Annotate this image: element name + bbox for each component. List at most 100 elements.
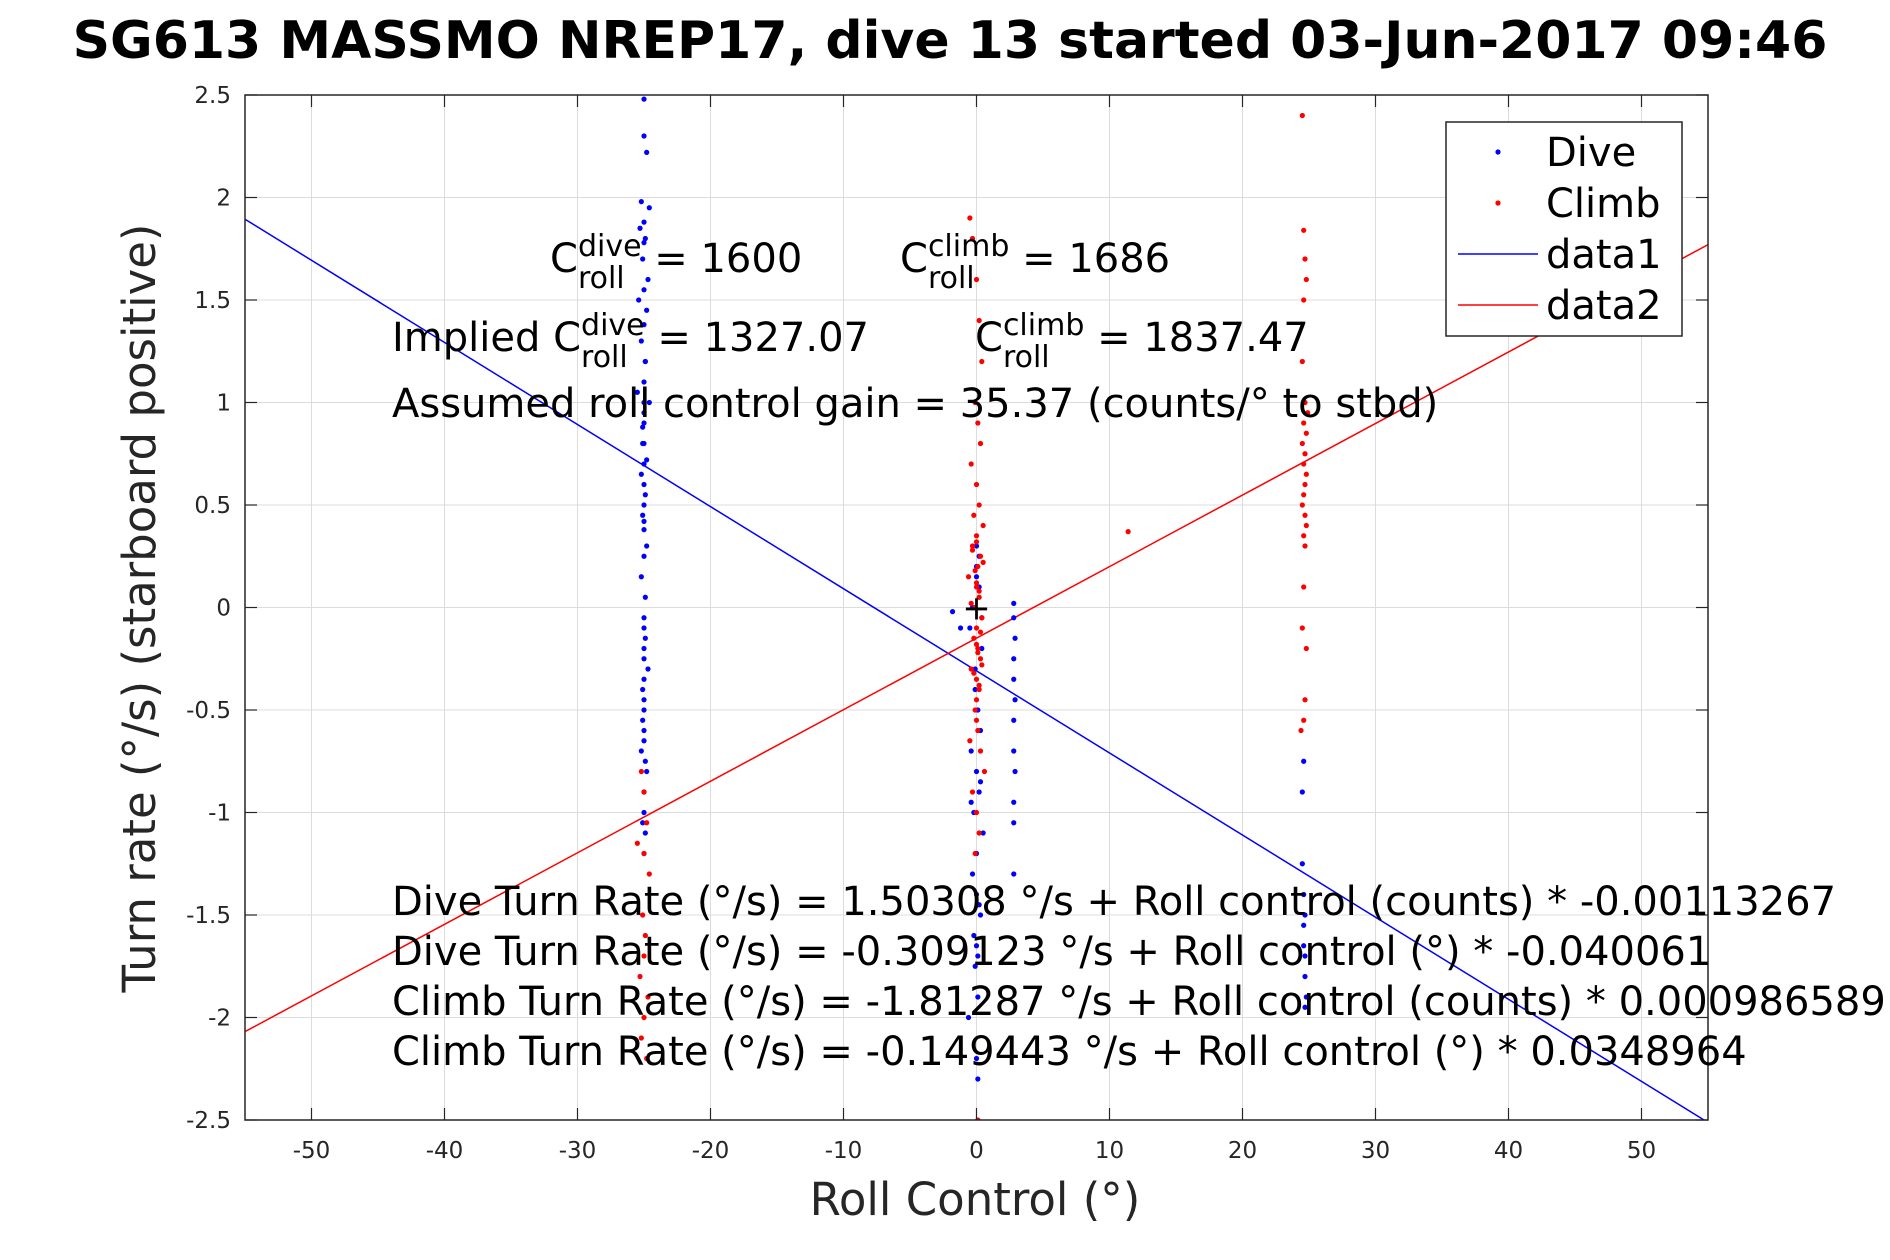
data-point-dive (973, 943, 980, 949)
data-point-dive (641, 738, 647, 744)
y-tick-label: 0.5 (194, 493, 231, 519)
data-point-dive (642, 492, 648, 498)
data-point-dive (641, 727, 647, 734)
legend-marker-climb (1495, 200, 1501, 206)
data-point-dive (641, 379, 647, 385)
data-point-climb (973, 539, 980, 545)
data-point-climb (645, 994, 651, 1000)
data-point-climb (1299, 502, 1305, 508)
data-point-dive (641, 420, 647, 426)
data-point-dive (640, 424, 646, 430)
implied-c-roll-dive-annotation: Implied Cdive roll = 1327.07 (392, 308, 869, 375)
data-point-climb (971, 635, 977, 641)
x-tick-label: 0 (969, 1138, 984, 1164)
data-point-climb (638, 1035, 644, 1041)
x-tick-label: 50 (1627, 1138, 1656, 1164)
data-point-dive (1011, 799, 1017, 805)
data-point-climb (1302, 451, 1308, 457)
data-point-dive (641, 809, 647, 816)
legend-box (1445, 121, 1683, 337)
data-point-dive (949, 609, 956, 615)
data-point-climb (977, 748, 984, 754)
data-point-climb (965, 574, 972, 580)
data-point-climb (1299, 440, 1305, 447)
data-point-dive (638, 199, 644, 205)
x-tick-label: 30 (1361, 1138, 1390, 1164)
data-point-dive (641, 502, 647, 508)
data-point-dive (641, 461, 647, 467)
implied-c-roll-climb-annotation: Cclimb roll = 1837.47 (975, 308, 1309, 375)
data-point-climb (980, 522, 986, 529)
data-point-climb (973, 697, 980, 703)
x-tick-label: 10 (1095, 1138, 1124, 1164)
data-point-dive (1011, 820, 1017, 826)
data-point-dive (641, 96, 647, 102)
x-tick-label: -40 (426, 1138, 464, 1164)
data-point-climb (969, 547, 976, 553)
data-point-dive (968, 799, 974, 805)
data-point-dive (980, 830, 986, 836)
data-point-dive (642, 235, 648, 242)
data-point-dive (646, 205, 652, 211)
data-point-dive (640, 256, 646, 262)
legend-label: Climb (1546, 181, 1661, 227)
series-line-data2 (245, 243, 1708, 1033)
data-point-climb (972, 604, 978, 611)
data-point-climb (975, 420, 981, 426)
center-marker: + (962, 589, 991, 629)
data-point-climb (973, 641, 980, 648)
data-point-climb (638, 768, 644, 775)
data-point-dive (1011, 656, 1017, 662)
data-point-dive (968, 748, 974, 754)
data-point-dive (641, 287, 647, 293)
data-point-dive (973, 543, 980, 549)
data-point-dive (642, 758, 648, 764)
data-point-dive (641, 481, 647, 488)
y-tick-label: -0.5 (186, 698, 231, 724)
data-point-dive (641, 410, 647, 416)
data-point-dive (641, 553, 647, 559)
data-point-climb (977, 553, 984, 559)
roll-gain-annotation: Assumed roll control gain = 35.37 (count… (392, 381, 1438, 427)
data-point-climb (1303, 522, 1309, 529)
c-roll-climb-annotation: Cclimb roll = 1686 (900, 229, 1170, 296)
data-point-dive (975, 1076, 981, 1082)
y-tick-label: -2.5 (186, 1108, 231, 1134)
data-point-dive (1012, 697, 1018, 703)
data-point-climb (979, 662, 985, 668)
data-point-dive (641, 219, 647, 225)
data-point-climb (976, 594, 982, 600)
data-point-climb (968, 461, 974, 467)
data-point-climb (1299, 625, 1305, 631)
data-point-climb (976, 317, 982, 324)
legend-label: data2 (1546, 283, 1662, 329)
data-point-dive (641, 656, 647, 662)
y-tick-label: 1 (216, 391, 231, 417)
data-point-dive (1302, 1004, 1308, 1010)
data-point-dive (638, 574, 644, 580)
data-point-climb (646, 871, 652, 877)
data-point-dive (645, 276, 651, 283)
data-point-dive (640, 820, 646, 826)
data-point-climb (977, 656, 984, 662)
data-point-climb (976, 686, 982, 693)
data-point-climb (973, 533, 980, 539)
data-point-dive (642, 358, 648, 365)
x-tick-label: 40 (1494, 1138, 1523, 1164)
data-point-climb (981, 768, 988, 775)
data-point-dive (972, 686, 978, 693)
data-point-climb (1303, 471, 1309, 477)
data-point-climb (971, 512, 977, 518)
data-point-climb (969, 543, 976, 549)
data-point-climb (973, 481, 980, 488)
data-point-dive (1011, 676, 1017, 682)
data-point-dive (1301, 922, 1307, 928)
data-point-dive (634, 389, 640, 395)
data-point-climb (976, 588, 982, 594)
data-point-dive (645, 666, 651, 672)
data-point-climb (641, 1014, 647, 1021)
data-point-climb (1302, 256, 1308, 262)
data-point-climb (967, 215, 973, 221)
legend-label: data1 (1546, 232, 1662, 278)
data-point-dive (638, 471, 644, 477)
